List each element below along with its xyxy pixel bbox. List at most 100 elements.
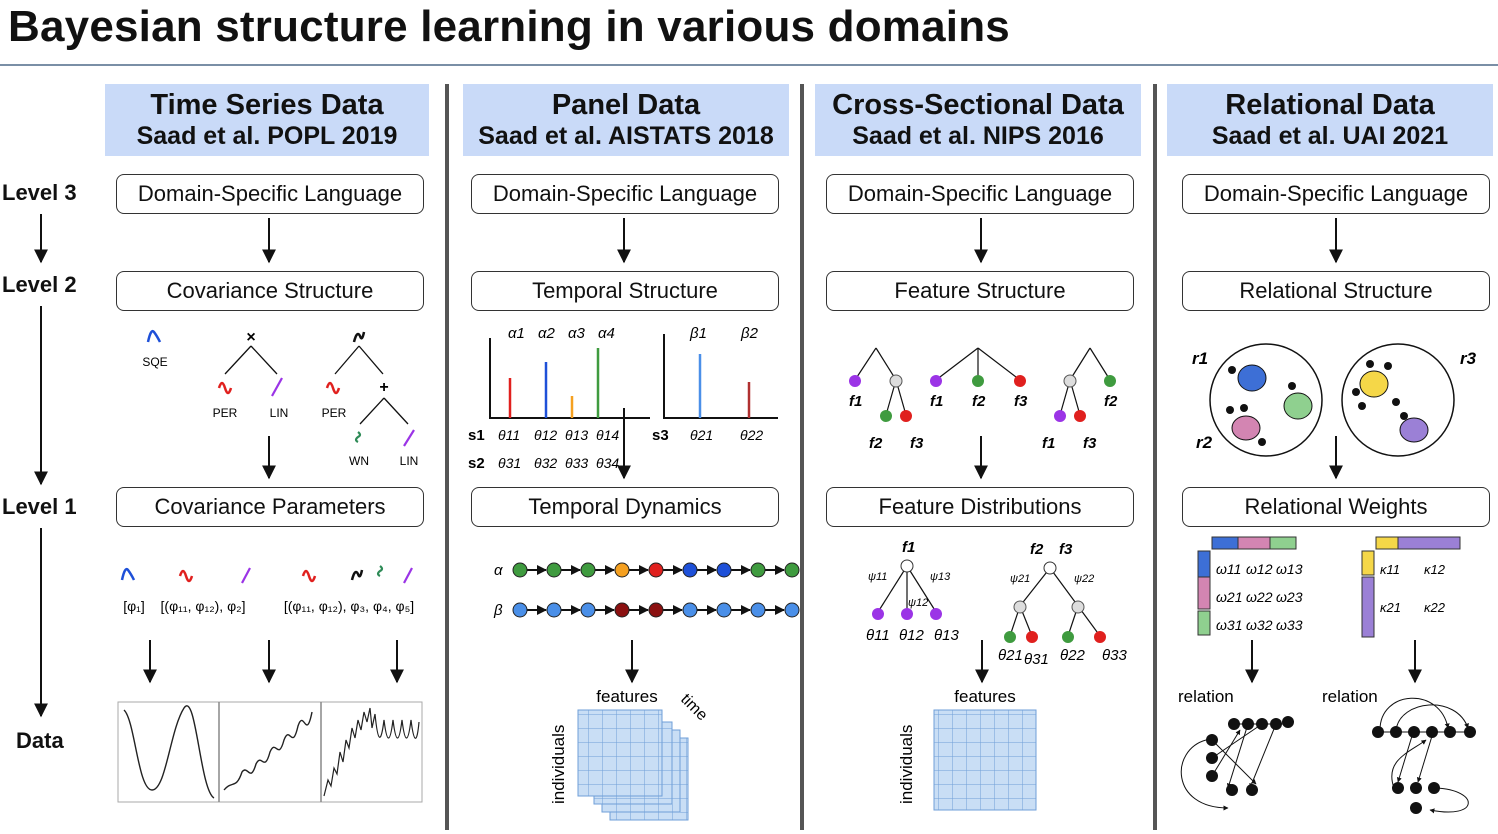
chain-node <box>512 562 528 578</box>
panel-citation: Saad et al. AISTATS 2018 <box>478 122 774 150</box>
linear-icon <box>271 377 283 397</box>
page-title: Bayesian structure learning in various d… <box>8 2 1010 51</box>
linear-icon <box>241 567 251 584</box>
graph-node <box>1206 734 1218 746</box>
entity-dot <box>1366 360 1374 368</box>
feature-label: f1 <box>930 393 943 410</box>
feature-node <box>880 410 892 422</box>
relation-label: r2 <box>1196 433 1213 452</box>
periodic-icon <box>217 381 233 395</box>
panel-title: Relational Data <box>1225 89 1435 121</box>
graph-edge <box>1395 704 1469 731</box>
feature-label: f3 <box>1083 435 1097 452</box>
panel-header: Cross-Sectional Data Saad et al. NIPS 20… <box>815 84 1141 156</box>
alpha-label: α1 <box>508 325 525 342</box>
tree-edge <box>1069 347 1091 381</box>
graph-edge <box>1211 729 1241 777</box>
tree-edge <box>224 345 252 375</box>
category-node <box>1004 631 1016 643</box>
feature-node <box>900 559 914 573</box>
category-node <box>901 608 913 620</box>
cube-layer <box>577 709 663 797</box>
tree-edge <box>358 345 384 375</box>
cluster-node <box>1237 364 1267 392</box>
feature-node <box>849 375 861 387</box>
theta-label: θ22 <box>1060 647 1085 664</box>
chain-node <box>682 602 698 618</box>
theta-label: θ14 <box>596 427 619 443</box>
chain-node <box>784 602 800 618</box>
omega-label: ω31 <box>1216 617 1242 633</box>
alpha-label: α4 <box>598 325 615 342</box>
tree-edge <box>877 565 908 613</box>
tree-edge <box>1049 567 1079 607</box>
entity-dot <box>1384 362 1392 370</box>
graph-edge <box>1379 697 1450 731</box>
panel-data-cube: features time individuals <box>549 687 711 821</box>
weight-bar <box>1237 536 1271 550</box>
relational-graphs: relation relation <box>1178 687 1476 814</box>
feature-label: f2 <box>972 393 986 410</box>
cluster-node <box>1231 415 1261 441</box>
state-label: s3 <box>652 427 669 444</box>
axis-label-individuals: individuals <box>897 725 916 804</box>
kernel-label: LIN <box>270 406 289 420</box>
sqe-icon <box>120 567 136 581</box>
tree-edge <box>1019 567 1051 607</box>
weight-bar <box>1361 550 1375 576</box>
level2-box: Feature Structure <box>826 271 1134 311</box>
theta-label: θ32 <box>534 455 557 471</box>
graph-edge <box>1396 735 1413 783</box>
graph-edge <box>1391 739 1427 789</box>
data-table <box>933 709 1037 811</box>
relation-text: relation <box>1322 687 1378 706</box>
periodic-linear-sample-line <box>223 711 313 791</box>
state-label: s1 <box>468 427 485 444</box>
relation-text: relation <box>1178 687 1234 706</box>
chain-node <box>512 602 528 618</box>
theta-label: θ21 <box>690 427 713 443</box>
latent-node <box>1071 600 1085 614</box>
feature-label: f2 <box>869 435 883 452</box>
data-label: Data <box>16 728 64 753</box>
psi-label: ψ11 <box>868 571 887 583</box>
graph-node <box>1372 726 1384 738</box>
kernel-label: SQE <box>142 355 167 369</box>
graph-node <box>1256 718 1268 730</box>
chain-node <box>580 602 596 618</box>
operator-label: + <box>379 379 388 396</box>
theta-label: θ22 <box>740 427 763 443</box>
theta-label: θ31 <box>1024 651 1049 668</box>
beta-label: β2 <box>740 325 759 342</box>
feature-node <box>1104 375 1116 387</box>
sqe-icon <box>146 329 162 343</box>
chain-node <box>614 602 630 618</box>
graph-node <box>1410 782 1422 794</box>
level3-box: Domain-Specific Language <box>1182 174 1490 214</box>
feature-node <box>1043 561 1057 575</box>
tree-edge <box>359 397 385 425</box>
chain-node <box>546 602 562 618</box>
chain-node <box>580 562 596 578</box>
feature-structure <box>854 347 1111 416</box>
omega-label: ω32 <box>1246 617 1273 633</box>
theta-label: θ12 <box>899 627 924 644</box>
alpha-label: α3 <box>568 325 586 342</box>
omega-label: ω22 <box>1246 589 1273 605</box>
temporal-chains: α β <box>493 562 800 619</box>
chain-node <box>716 602 732 618</box>
panel-header: Panel Data Saad et al. AISTATS 2018 <box>463 84 789 156</box>
entity-dot <box>1358 402 1366 410</box>
tree-edge <box>854 347 877 381</box>
sum-sample-line <box>323 707 420 797</box>
graph-node <box>1270 718 1282 730</box>
feature-node <box>930 375 942 387</box>
tree-edge <box>383 397 409 425</box>
entity-dot <box>1352 388 1360 396</box>
feature-label: f1 <box>902 539 915 556</box>
alpha-label: α2 <box>538 325 556 342</box>
chain-node <box>750 602 766 618</box>
omega-label: ω33 <box>1276 617 1303 633</box>
graph-edge <box>1416 735 1433 783</box>
level1-box: Feature Distributions <box>826 487 1134 527</box>
